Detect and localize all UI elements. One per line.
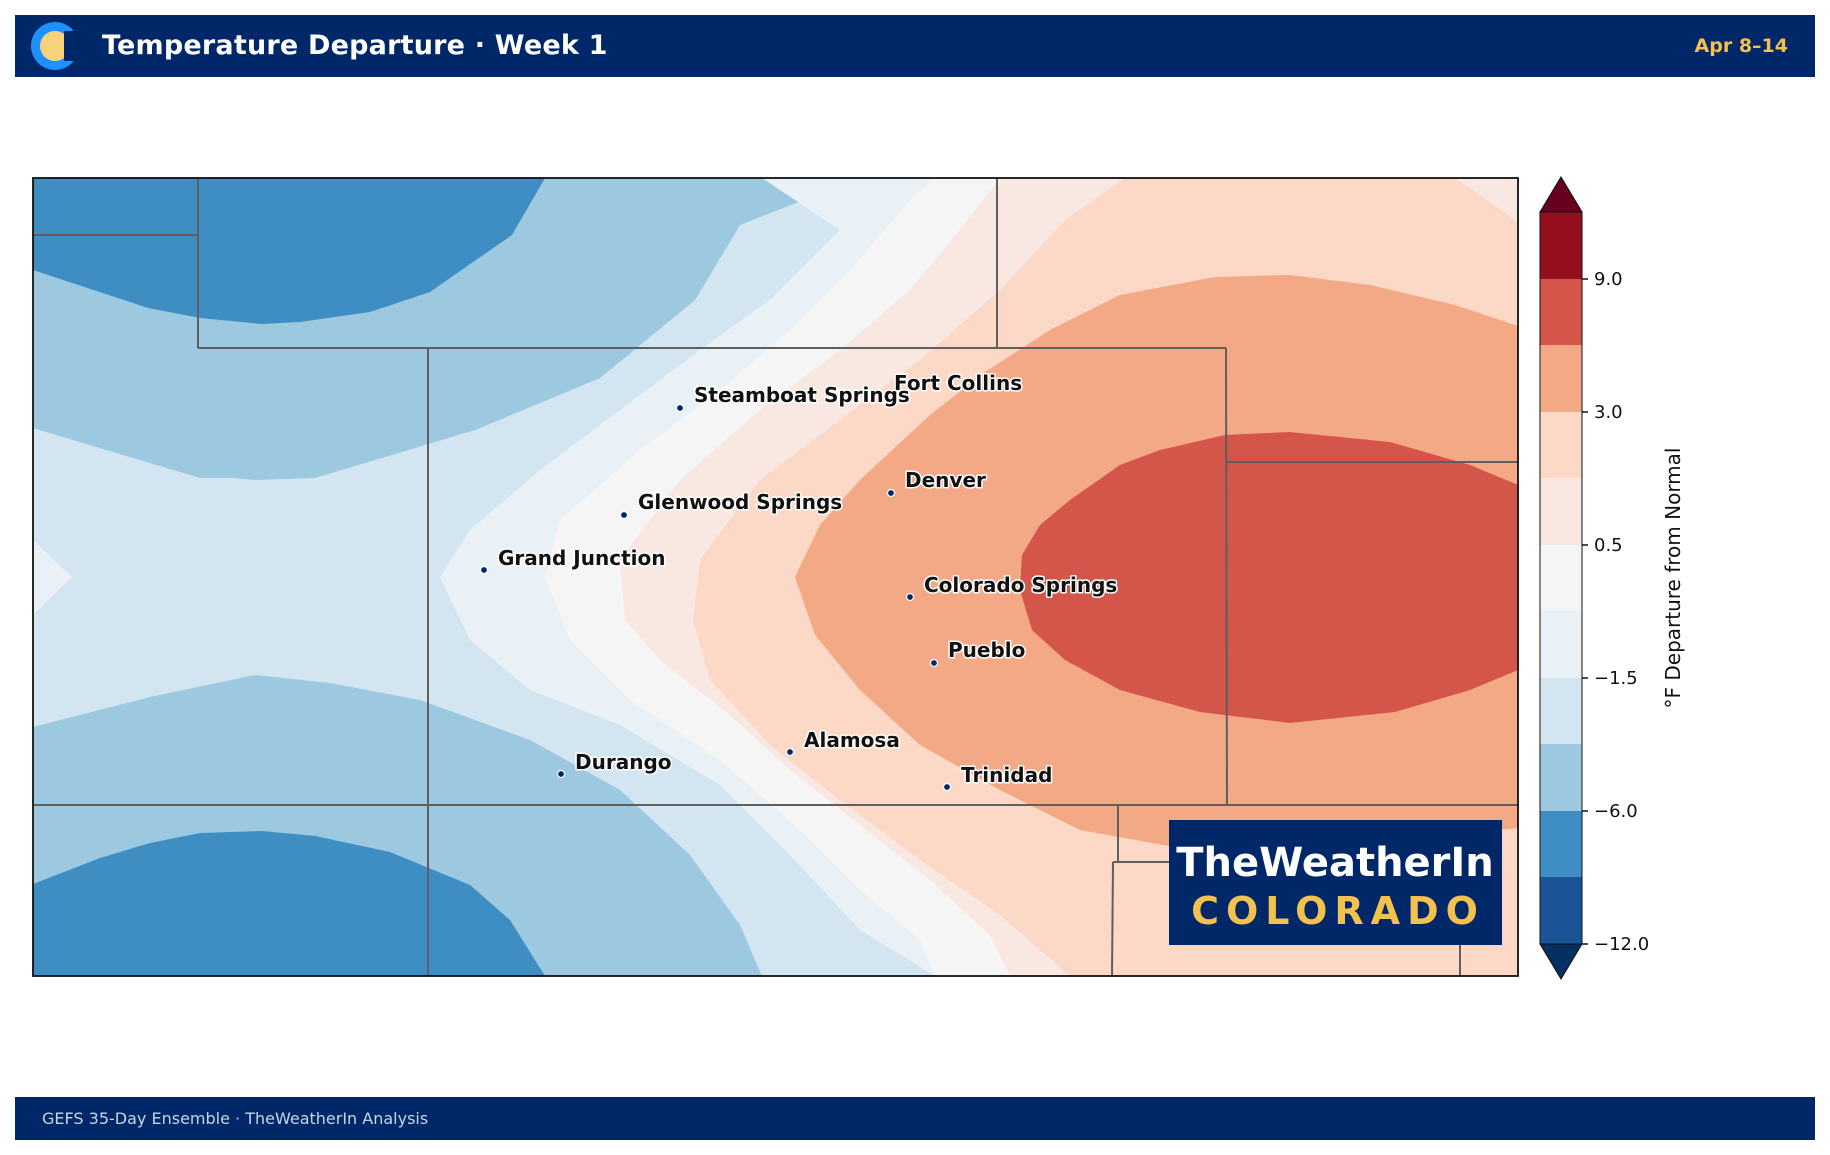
colorbar-title: °F Departure from Normal — [1661, 448, 1685, 709]
brand-line1: TheWeatherIn — [1176, 840, 1494, 886]
date-range: Apr 8–14 — [1694, 35, 1788, 57]
colorbar-tick: 0.5 — [1594, 535, 1623, 556]
colorbar-bin — [1540, 212, 1582, 279]
boundaries — [33, 178, 1518, 977]
city-markers: Steamboat Springs Fort Collins Denver Gl… — [479, 370, 1119, 792]
page-title: Temperature Departure · Week 1 — [102, 30, 608, 61]
colorbar-bin — [1540, 412, 1582, 478]
city-denver[interactable]: Denver — [886, 467, 988, 498]
brand-line2: COLORADO — [1191, 889, 1485, 933]
city-label: Glenwood Springs — [638, 490, 842, 514]
city-grand-junction[interactable]: Grand Junction — [479, 545, 667, 575]
colorbar-bin — [1540, 744, 1582, 811]
city-steamboat-springs[interactable]: Steamboat Springs — [675, 382, 911, 413]
city-label: Denver — [905, 468, 986, 492]
colorbar-bin — [1540, 811, 1582, 877]
city-label: Pueblo — [948, 638, 1025, 662]
brand-logo: TheWeatherIn COLORADO — [1169, 820, 1502, 945]
colorbar-bin — [1540, 877, 1582, 944]
colorbar-bin — [1540, 279, 1582, 345]
contour-band-minus1 — [33, 540, 72, 615]
colorbar-bin — [1540, 478, 1582, 545]
colorbar-bin — [1540, 678, 1582, 744]
footer-bar: GEFS 35-Day Ensemble · TheWeatherIn Anal… — [15, 1097, 1815, 1140]
city-label: Alamosa — [804, 728, 900, 752]
colorbar-bottom-arrow — [1539, 943, 1583, 980]
contour-band-minus9-south — [33, 831, 545, 976]
colorbar-bin — [1540, 545, 1582, 611]
city-glenwood-springs[interactable]: Glenwood Springs — [619, 489, 844, 520]
source-credit: GEFS 35-Day Ensemble · TheWeatherIn Anal… — [42, 1109, 429, 1128]
colorbar: 9.0 3.0 0.5 −1.5 −6.0 −12.0 °F Departure… — [1539, 176, 1685, 980]
colorbar-tick: −6.0 — [1594, 801, 1638, 822]
city-label: Colorado Springs — [924, 573, 1117, 597]
colorbar-tick: −1.5 — [1594, 668, 1638, 689]
city-pueblo[interactable]: Pueblo — [929, 637, 1027, 668]
map-frame — [32, 177, 1519, 977]
colorbar-bin — [1540, 345, 1582, 412]
city-colorado-springs[interactable]: Colorado Springs — [905, 572, 1119, 602]
city-durango[interactable]: Durango — [556, 749, 673, 779]
header-bar: Temperature Departure · Week 1 Apr 8–14 — [15, 15, 1815, 77]
colorbar-bin — [1540, 611, 1582, 678]
city-label: Grand Junction — [498, 546, 665, 570]
city-label: Durango — [575, 750, 672, 774]
city-fort-collins[interactable]: Fort Collins — [893, 370, 1024, 397]
colorbar-tick: 9.0 — [1594, 269, 1623, 290]
colorbar-tick: −12.0 — [1594, 934, 1649, 955]
colorbar-tick: 3.0 — [1594, 402, 1623, 423]
city-label: Steamboat Springs — [694, 383, 910, 407]
city-label: Trinidad — [961, 763, 1052, 787]
city-label: Fort Collins — [894, 371, 1022, 395]
sun-logo-icon — [31, 22, 80, 70]
contour-layer — [33, 178, 1518, 976]
city-trinidad[interactable]: Trinidad — [942, 762, 1054, 792]
colorbar-top-arrow — [1539, 176, 1583, 213]
city-alamosa[interactable]: Alamosa — [785, 727, 901, 757]
contour-band-minus9-north — [33, 178, 545, 324]
contour-band-plus6 — [1020, 432, 1518, 723]
